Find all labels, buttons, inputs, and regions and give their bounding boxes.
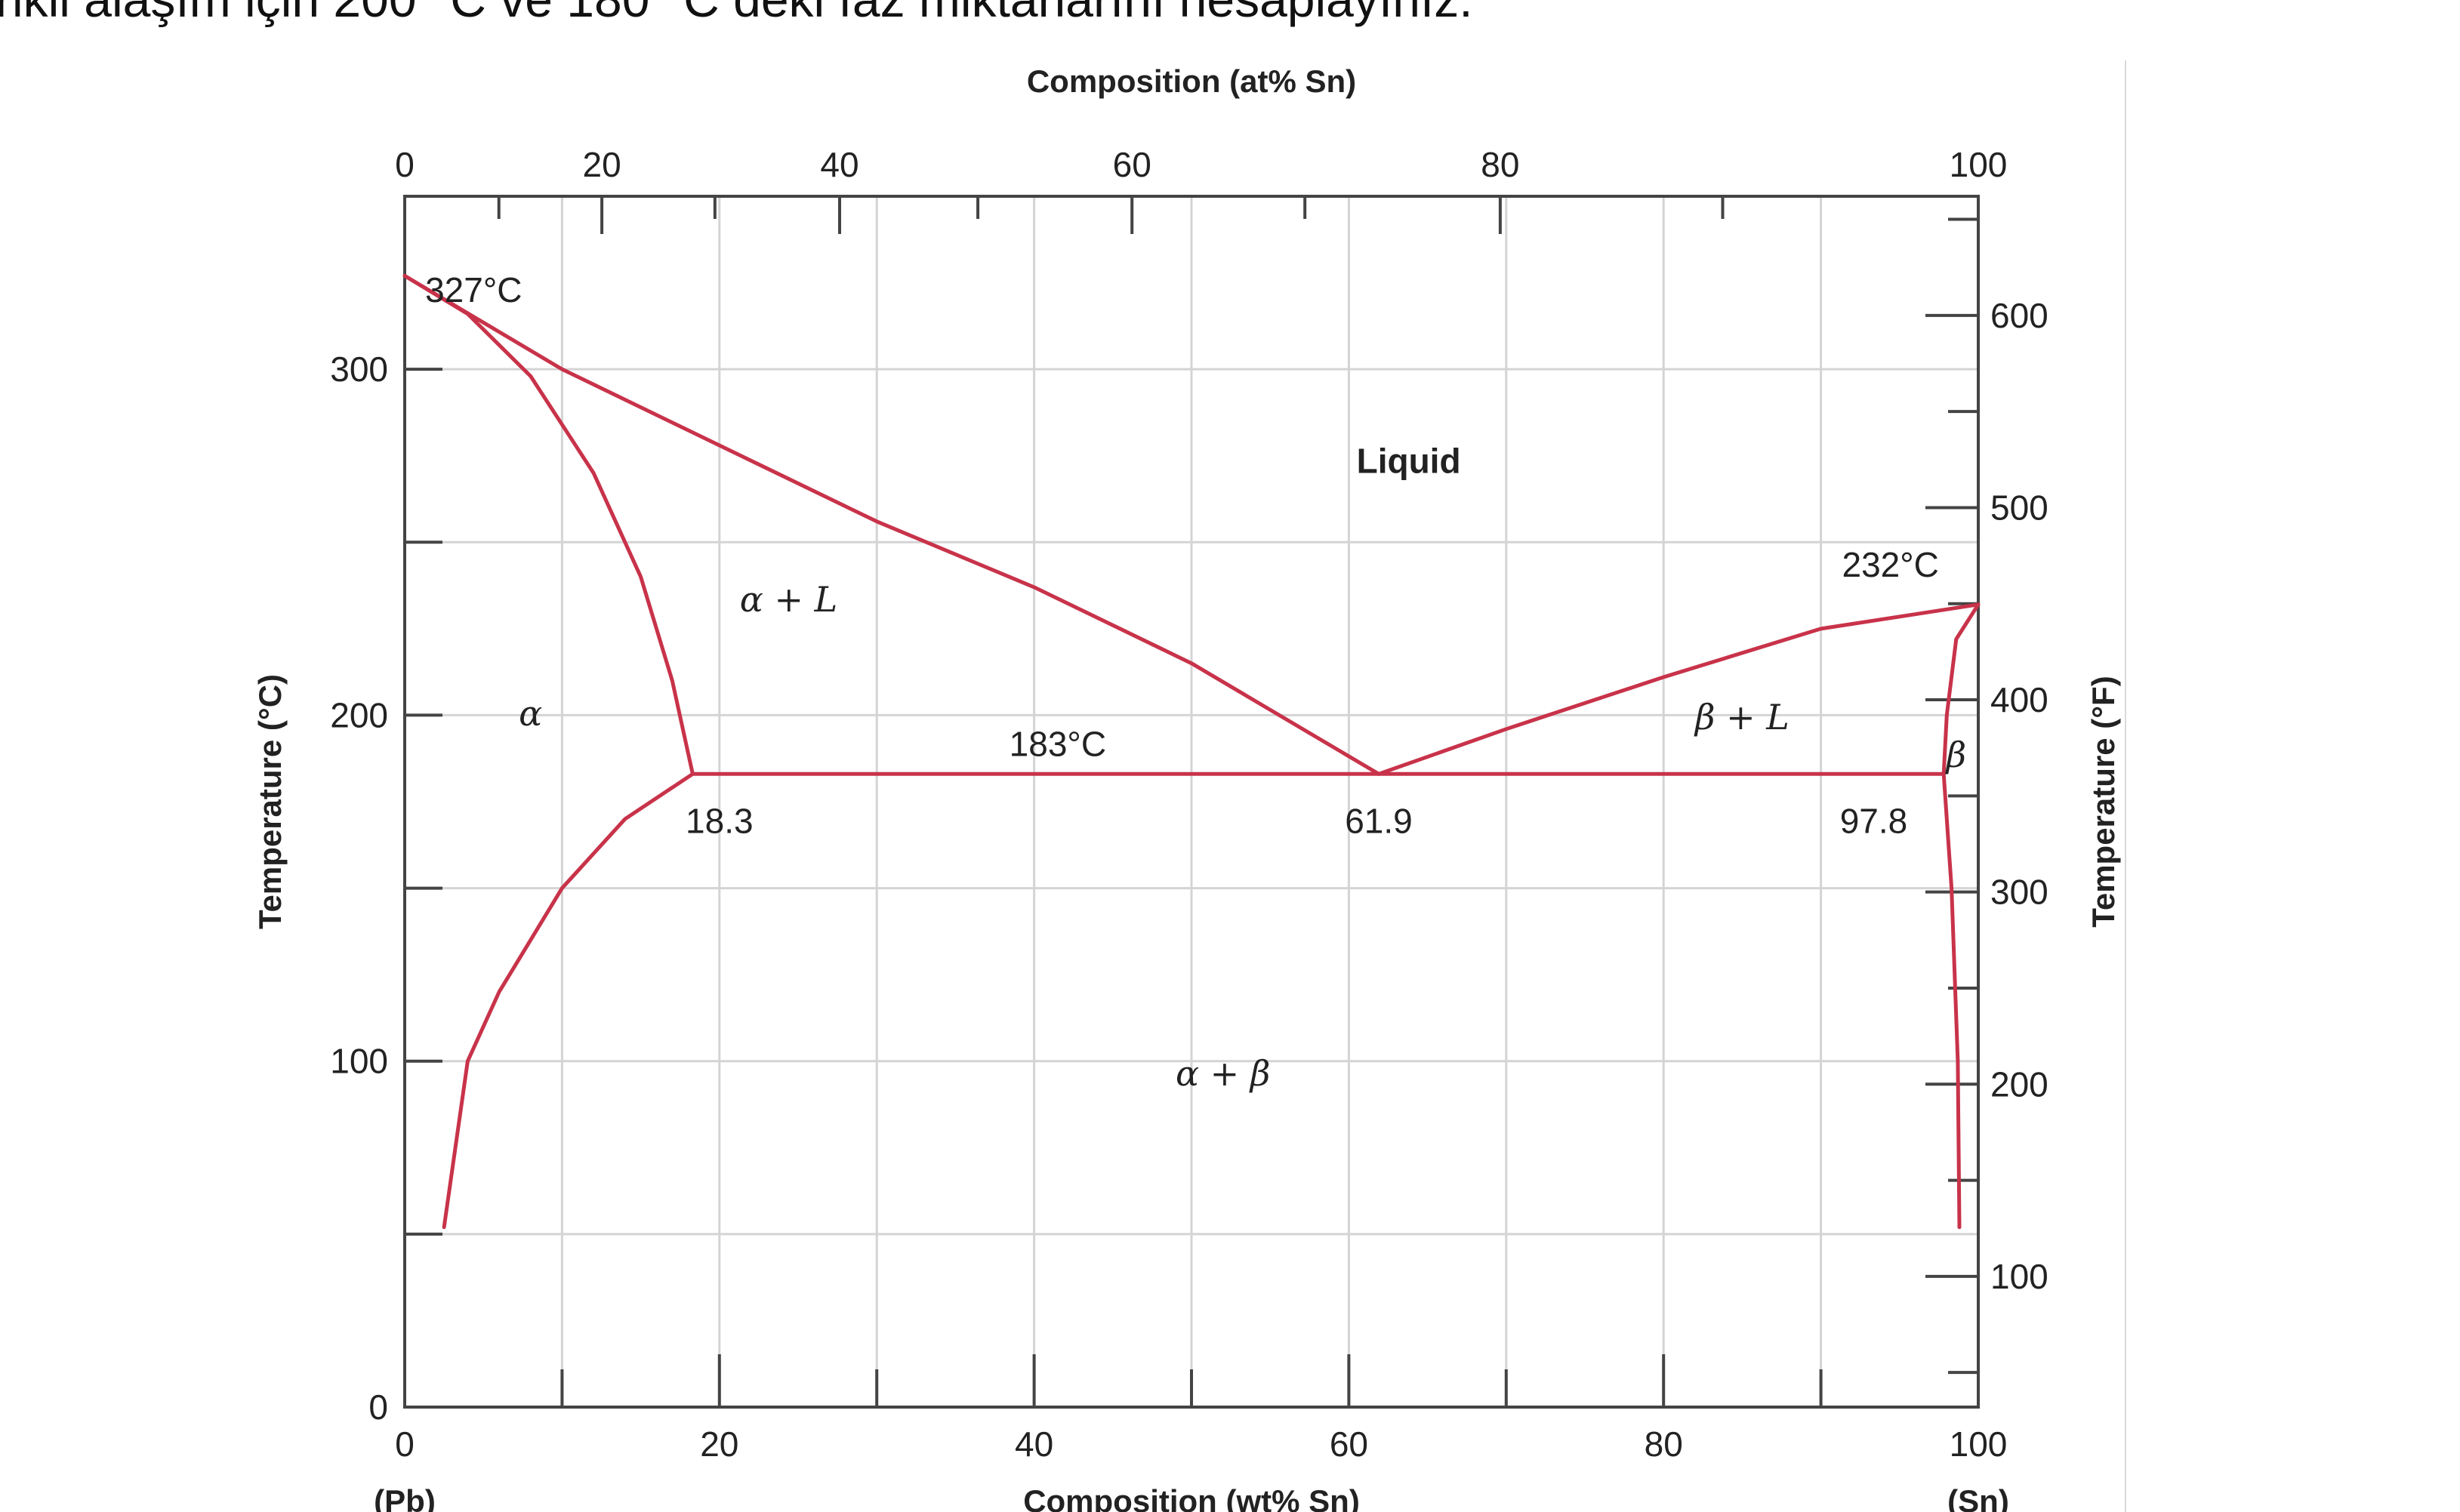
eutectic-temperature-label: 183°C (1010, 725, 1106, 764)
top-tick-label: 100 (1950, 145, 2008, 184)
bottom-tick-label: 60 (1330, 1424, 1368, 1464)
axis-ticks: 0 20 40 60 80 100 0 20 40 60 80 100 0 100 200 300 100 200… (330, 145, 2048, 1464)
right-axis-title: Temperature (°F) (2085, 676, 2121, 927)
left-tick-label: 0 (368, 1387, 388, 1427)
beta-region-label: β (1945, 734, 1967, 775)
right-tick-label: 500 (1990, 488, 2048, 527)
eutectic-composition-label: 61.9 (1345, 801, 1413, 840)
beta-limit-label: 97.8 (1840, 801, 1908, 840)
top-axis-title: Composition (at% Sn) (1027, 63, 1356, 99)
left-tick-label: 200 (330, 695, 388, 734)
question-text: rikli alaşım için 200 °C ve 180 °C deki … (0, 0, 1473, 24)
sn-melting-point-label: 232°C (1842, 545, 1939, 584)
bottom-tick-label: 20 (700, 1424, 738, 1464)
top-tick-label: 80 (1481, 145, 1519, 184)
alpha-liquid-region-label: α + L (740, 579, 837, 620)
slide-divider (2125, 60, 2126, 1512)
phase-boundaries (402, 273, 1981, 1230)
pb-end-label: (Pb) (374, 1483, 436, 1512)
right-tick-label: 400 (1990, 680, 2048, 719)
bottom-tick-label: 80 (1645, 1424, 1683, 1464)
pb-melting-point-label: 327°C (425, 270, 522, 309)
right-tick-label: 600 (1990, 296, 2048, 335)
liquid-region-label: Liquid (1357, 442, 1461, 481)
left-tick-label: 300 (330, 350, 388, 389)
bottom-tick-label: 0 (395, 1424, 415, 1464)
chart-labels: Composition (at% Sn) Composition (wt% Sn… (252, 63, 2121, 1512)
alpha-beta-region-label: α + β (1176, 1053, 1270, 1094)
right-tick-label: 300 (1990, 873, 2048, 912)
top-tick-label: 0 (395, 145, 415, 184)
bottom-tick-label: 40 (1015, 1424, 1053, 1464)
beta-liquid-region-label: β + L (1694, 697, 1790, 738)
alpha-region-label: α (519, 693, 542, 734)
bottom-tick-label: 100 (1950, 1424, 2008, 1464)
grid-lines (405, 196, 1978, 1407)
phase-boundary-line (1941, 602, 1981, 776)
phase-boundary-line (1941, 771, 1962, 1230)
phase-boundary-line (442, 771, 695, 1230)
bottom-axis-title: Composition (wt% Sn) (1023, 1483, 1360, 1512)
alpha-limit-label: 18.3 (686, 801, 754, 840)
phase-boundary-line (402, 273, 695, 776)
right-tick-label: 100 (1990, 1257, 2048, 1296)
top-tick-label: 60 (1113, 145, 1151, 184)
left-axis-title: Temperature (°C) (252, 674, 288, 929)
right-tick-label: 200 (1990, 1064, 2048, 1104)
phase-boundary-line (402, 273, 1381, 776)
phase-boundary-line (1376, 602, 1981, 776)
left-tick-label: 100 (330, 1042, 388, 1081)
top-tick-label: 40 (820, 145, 859, 184)
top-tick-label: 20 (583, 145, 621, 184)
sn-end-label: (Sn) (1947, 1483, 2009, 1512)
